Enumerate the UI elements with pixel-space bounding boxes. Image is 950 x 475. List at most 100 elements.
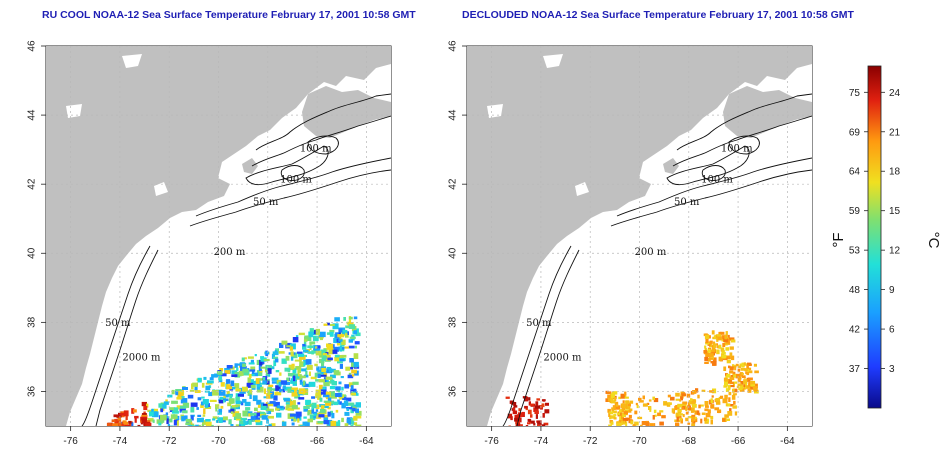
- sst-pixel: [630, 420, 633, 425]
- sst-pixel: [513, 402, 517, 406]
- sst-pixel: [608, 397, 614, 402]
- sst-pixel: [322, 394, 330, 398]
- sst-pixel: [197, 414, 202, 417]
- sst-pixel: [711, 330, 715, 335]
- sst-pixel: [338, 381, 342, 385]
- sst-pixel: [727, 378, 733, 384]
- bathymetry-contours: [81, 93, 391, 426]
- sst-pixel: [166, 418, 169, 425]
- sst-pixel: [610, 421, 614, 425]
- sst-pixel: [223, 395, 226, 400]
- sst-pixel: [198, 424, 201, 426]
- sst-pixel: [226, 384, 232, 390]
- sst-pixel: [269, 401, 276, 405]
- lon-tick-label: -64: [359, 436, 374, 447]
- sst-pixel: [635, 402, 638, 406]
- sst-pixel: [192, 423, 195, 426]
- sst-pixel: [293, 373, 299, 377]
- sst-pixel: [653, 409, 657, 414]
- sst-pixel: [346, 418, 352, 425]
- sst-pixel: [250, 359, 254, 364]
- sst-pixel: [219, 368, 224, 372]
- sst-pixel: [327, 397, 332, 403]
- sst-pixel: [265, 364, 272, 370]
- sst-pixel: [311, 407, 315, 414]
- sst-pixel: [507, 413, 513, 419]
- sst-pixel: [605, 429, 609, 433]
- sst-pixel: [681, 403, 687, 407]
- sst-pixel: [151, 408, 154, 412]
- sst-pixel: [622, 413, 626, 418]
- sst-pixel: [613, 417, 617, 420]
- sst-pixel: [623, 411, 628, 415]
- sst-pixel: [304, 335, 309, 340]
- sst-pixel: [250, 374, 255, 376]
- sst-pixel: [745, 371, 748, 375]
- sst-pixel: [728, 365, 731, 369]
- sst-pixel: [112, 423, 119, 426]
- sst-pixel: [289, 413, 297, 417]
- sst-pixel: [727, 411, 733, 416]
- sst-pixel: [708, 349, 714, 353]
- sst-pixel: [530, 438, 532, 442]
- sst-pixel: [242, 410, 249, 417]
- sst-pixel: [735, 363, 739, 367]
- sst-pixel: [274, 358, 279, 363]
- sst-pixel: [267, 368, 272, 374]
- fahrenheit-tick-label: 59: [849, 206, 861, 217]
- sst-pixel: [609, 415, 612, 420]
- sst-pixel: [318, 353, 323, 358]
- sst-pixel: [732, 405, 737, 409]
- sst-pixel: [545, 428, 550, 430]
- sst-pixel: [266, 393, 273, 399]
- sst-pixel: [729, 337, 735, 341]
- sst-pixel: [612, 391, 618, 395]
- sst-pixel: [749, 370, 753, 374]
- sst-pixel: [320, 408, 326, 413]
- sst-pixel: [537, 424, 541, 426]
- sst-pixel: [717, 336, 722, 341]
- sst-pixel: [244, 401, 251, 407]
- lat-tick-label: 36: [27, 385, 38, 397]
- sst-pixel: [344, 384, 350, 389]
- sst-pixel: [663, 401, 668, 406]
- sst-pixel: [299, 361, 305, 367]
- lake: [487, 104, 503, 118]
- sst-pixel: [303, 349, 309, 353]
- sst-pixel: [287, 407, 295, 411]
- sst-pixel: [304, 421, 310, 426]
- sst-pixel: [746, 385, 751, 389]
- sst-pixel: [514, 414, 518, 419]
- sst-pixel: [205, 404, 209, 408]
- sst-pixel: [613, 426, 615, 430]
- lat-tick-label: 40: [27, 247, 38, 259]
- sst-pixel: [171, 400, 178, 404]
- sst-pixel: [740, 385, 743, 390]
- sst-pixel: [318, 384, 323, 390]
- sst-pixel: [289, 346, 293, 351]
- sst-pixel: [652, 415, 655, 420]
- sst-pixel: [334, 354, 340, 358]
- sst-pixel: [230, 408, 235, 413]
- lat-tick-label: 40: [448, 247, 459, 259]
- sst-pixel: [344, 423, 349, 426]
- sst-pixel: [290, 389, 294, 393]
- sst-pixel: [680, 396, 683, 401]
- sst-pixel: [327, 322, 330, 326]
- sst-pixel: [114, 419, 122, 425]
- sst-pixel: [754, 389, 759, 394]
- sst-pixel: [718, 344, 722, 349]
- sst-pixel: [152, 411, 159, 418]
- sst-pixel: [681, 393, 687, 397]
- sst-pixel: [705, 353, 710, 358]
- sst-pixel: [318, 414, 325, 418]
- sst-pixel: [225, 394, 229, 398]
- sst-pixel: [181, 416, 185, 422]
- sst-pixel: [185, 418, 192, 423]
- sst-pixel: [258, 378, 265, 381]
- sst-pixel: [521, 431, 525, 433]
- sst-pixel: [261, 405, 267, 410]
- sst-pixel: [303, 406, 310, 409]
- sst-pixel: [747, 362, 752, 366]
- sst-pixel: [182, 387, 188, 390]
